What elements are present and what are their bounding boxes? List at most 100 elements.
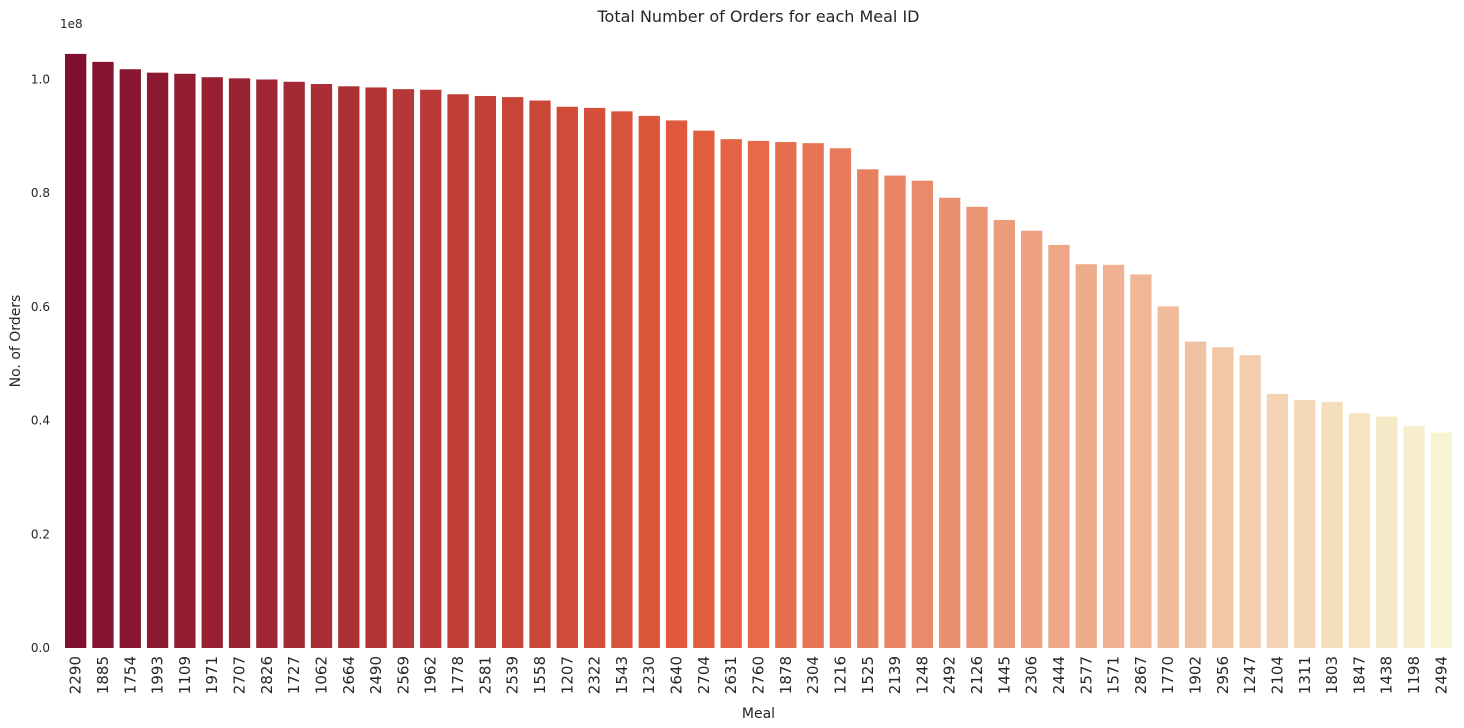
x-tick-label: 1207 xyxy=(558,656,576,694)
x-tick-label: 1571 xyxy=(1105,656,1123,694)
y-tick-label: 0.6 xyxy=(31,300,50,314)
bar-2444 xyxy=(1048,244,1070,649)
bar-1754 xyxy=(119,69,141,648)
bar-1847 xyxy=(1348,413,1371,648)
bar-2306 xyxy=(1020,230,1043,649)
x-tick-label: 2704 xyxy=(695,656,713,694)
x-tick-label: 2290 xyxy=(67,656,85,694)
x-tick-label: 2956 xyxy=(1214,656,1232,694)
bar-2704 xyxy=(693,130,715,649)
x-tick-label: 2490 xyxy=(367,656,385,694)
x-tick-label: 1971 xyxy=(203,656,221,694)
bar-2492 xyxy=(939,197,961,648)
x-tick-label: 1062 xyxy=(312,656,330,694)
bar-1230 xyxy=(638,115,660,648)
bar-1543 xyxy=(611,111,633,648)
x-tick-label: 1525 xyxy=(859,656,877,694)
x-tick-label: 2631 xyxy=(722,656,740,694)
x-tick-label: 2707 xyxy=(231,656,249,694)
y-tick-label: 1.0 xyxy=(31,72,50,86)
x-tick-label: 2664 xyxy=(340,656,358,694)
bar-2664 xyxy=(338,86,360,648)
x-tick-label: 2139 xyxy=(886,656,904,694)
x-tick-label: 1543 xyxy=(613,656,631,694)
bar-2304 xyxy=(802,143,824,648)
x-tick-label: 2104 xyxy=(1268,656,1286,694)
x-tick-label: 2539 xyxy=(504,656,522,694)
bar-1438 xyxy=(1376,416,1398,648)
x-tick-label: 1993 xyxy=(149,656,167,694)
bar-1902 xyxy=(1184,341,1207,648)
x-tick-label: 2304 xyxy=(804,656,822,694)
y-tick-label: 0.8 xyxy=(31,186,50,200)
bars xyxy=(65,53,1452,649)
x-tick-label: 2640 xyxy=(668,656,686,694)
bar-1993 xyxy=(146,72,169,649)
x-tick-label: 1803 xyxy=(1323,656,1341,694)
y-axis-ticks: 0.0 0.2 0.4 0.6 0.8 1.0 xyxy=(31,72,50,655)
x-tick-label: 1847 xyxy=(1350,656,1368,694)
x-tick-label: 1727 xyxy=(285,656,303,694)
x-tick-label: 1311 xyxy=(1296,656,1314,694)
bar-1525 xyxy=(857,169,879,648)
bar-1727 xyxy=(283,81,305,648)
bar-1311 xyxy=(1294,400,1316,648)
x-tick-label: 2581 xyxy=(476,656,494,694)
x-tick-label: 2492 xyxy=(941,656,959,694)
bar-2290 xyxy=(65,53,87,649)
y-axis-label: No. of Orders xyxy=(8,295,24,388)
y-tick-label: 0.0 xyxy=(31,641,50,655)
x-tick-label: 2577 xyxy=(1077,656,1095,694)
x-tick-label: 2569 xyxy=(394,656,412,694)
bar-1558 xyxy=(529,100,551,649)
bar-1198 xyxy=(1403,426,1425,648)
bar-2956 xyxy=(1212,347,1234,648)
x-tick-label: 1754 xyxy=(121,656,139,694)
x-tick-label: 2494 xyxy=(1432,656,1450,694)
x-tick-label: 1962 xyxy=(422,656,440,694)
bar-2631 xyxy=(720,139,742,649)
bar-1885 xyxy=(92,61,114,648)
bar-2581 xyxy=(474,95,497,649)
bar-2867 xyxy=(1130,274,1152,648)
x-tick-label: 2867 xyxy=(1132,656,1150,694)
x-tick-label: 1778 xyxy=(449,656,467,694)
bar-1109 xyxy=(174,73,196,649)
bar-1248 xyxy=(911,180,934,648)
bar-2569 xyxy=(392,89,415,648)
bar-1878 xyxy=(775,142,797,648)
bar-2494 xyxy=(1430,432,1452,648)
x-tick-label: 2126 xyxy=(968,656,986,694)
bar-2539 xyxy=(502,97,524,649)
y-tick-label: 0.4 xyxy=(31,414,50,428)
x-tick-label: 1885 xyxy=(94,656,112,694)
x-tick-label: 2760 xyxy=(750,656,768,694)
bar-2707 xyxy=(228,78,251,649)
x-tick-label: 1247 xyxy=(1241,656,1259,694)
x-tick-label: 1878 xyxy=(777,656,795,694)
y-tick-label: 0.2 xyxy=(31,527,50,541)
bar-2322 xyxy=(583,107,606,648)
x-tick-label: 1216 xyxy=(831,656,849,694)
y-axis-scale-label: 1e8 xyxy=(60,17,83,31)
bar-2760 xyxy=(747,140,770,649)
x-tick-label: 2826 xyxy=(258,656,276,694)
x-tick-label: 1198 xyxy=(1405,656,1423,694)
bar-2139 xyxy=(884,175,906,649)
chart-title: Total Number of Orders for each Meal ID xyxy=(597,7,920,26)
bar-1247 xyxy=(1239,355,1261,648)
bar-1971 xyxy=(201,77,223,649)
bar-1445 xyxy=(993,219,1015,648)
x-tick-label: 1445 xyxy=(995,656,1013,694)
bar-1207 xyxy=(556,106,578,648)
bar-1571 xyxy=(1102,264,1125,648)
x-tick-label: 1109 xyxy=(176,656,194,694)
bar-1062 xyxy=(310,84,333,648)
x-tick-label: 1558 xyxy=(531,656,549,694)
bar-2104 xyxy=(1266,393,1289,648)
bar-1803 xyxy=(1321,401,1343,648)
bar-2640 xyxy=(665,120,688,649)
x-tick-label: 2322 xyxy=(586,656,604,694)
bar-1962 xyxy=(420,89,442,648)
